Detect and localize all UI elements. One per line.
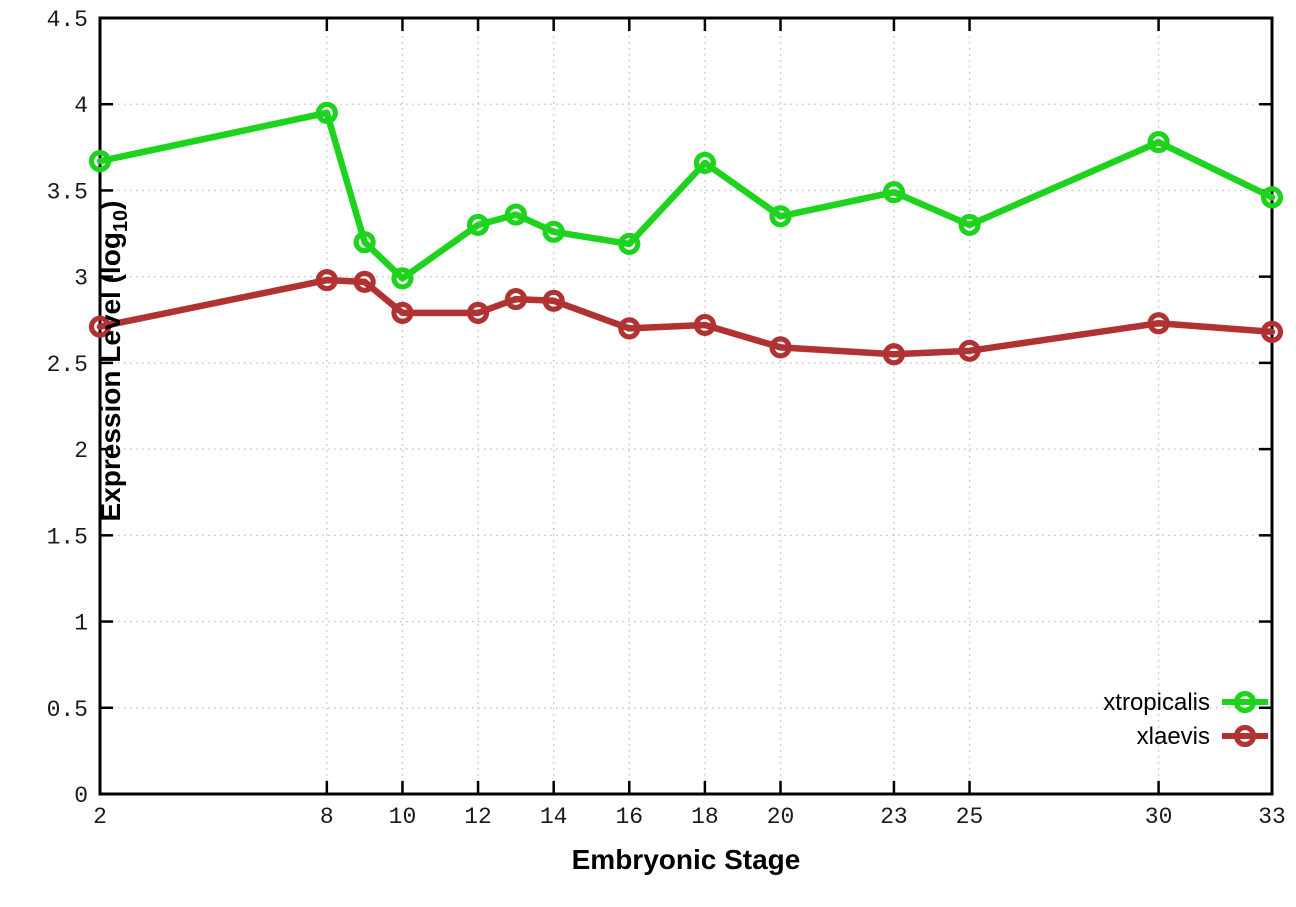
data-point-marker (882, 181, 906, 204)
x-tick-label: 16 (615, 804, 643, 830)
data-point-marker (315, 101, 338, 124)
x-tick-label: 25 (956, 804, 984, 830)
data-point-marker (391, 267, 414, 290)
x-tick-label: 30 (1145, 804, 1173, 830)
y-axis-title: Expression Level (log10) (95, 201, 132, 522)
data-point-marker (466, 301, 490, 324)
data-point-marker (315, 269, 338, 292)
data-point-marker (391, 301, 414, 324)
x-axis-title: Embryonic Stage (572, 844, 801, 875)
x-tick-label: 10 (389, 804, 417, 830)
data-point-marker (88, 150, 112, 173)
series-line-xlaevis (96, 276, 1276, 358)
data-point-marker (769, 205, 792, 228)
y-tick-label: 3 (74, 266, 88, 292)
data-point-marker (769, 336, 792, 359)
y-tick-label: 2 (74, 438, 88, 464)
y-tick-label: 4.5 (47, 7, 88, 33)
data-point-marker (693, 313, 717, 337)
y-tick-label: 3.5 (47, 179, 88, 205)
data-point-marker (353, 231, 376, 254)
legend-label-xtropicalis: xtropicalis (1103, 689, 1210, 716)
data-point-marker (1260, 186, 1284, 209)
data-point-marker (88, 315, 112, 338)
data-point-marker (466, 213, 490, 237)
x-tick-label: 33 (1258, 804, 1286, 830)
x-tick-label: 20 (767, 804, 795, 830)
data-point-marker (504, 203, 527, 226)
data-point-marker (1147, 131, 1170, 154)
data-point-marker (542, 289, 565, 312)
x-tick-label: 23 (880, 804, 908, 830)
series-line-xtropicalis (96, 109, 1276, 282)
data-point-marker (542, 220, 565, 243)
x-tick-label: 2 (93, 804, 107, 830)
y-tick-label: 4 (74, 93, 88, 119)
y-tick-label: 0.5 (47, 697, 88, 723)
legend: xtropicalis xlaevis (1103, 689, 1268, 750)
plot-border (98, 16, 1274, 796)
series-xtropicalis (88, 101, 1284, 290)
x-tick-label: 12 (464, 804, 492, 830)
series-xlaevis (88, 269, 1284, 366)
data-point-marker (504, 287, 527, 311)
data-point-marker (958, 213, 981, 237)
gridlines (99, 17, 1273, 795)
data-point-marker (882, 343, 906, 366)
y-tick-label: 1 (74, 611, 88, 637)
legend-row-xlaevis: xlaevis (1137, 723, 1268, 750)
data-point-marker (1260, 320, 1284, 343)
x-tick-label: 8 (320, 804, 334, 830)
legend-label-xlaevis: xlaevis (1137, 723, 1210, 750)
legend-row-xtropicalis: xtropicalis (1103, 689, 1268, 716)
x-tick-label: 18 (691, 804, 719, 830)
x-tick-label: 14 (540, 804, 568, 830)
y-tick-label: 1.5 (47, 524, 88, 550)
tick-labels: 0 0.5 1 1.5 2 2.5 3 3.5 4 4.5 2 8 10 12 14 16 18 20 23 25 30… (47, 7, 1286, 830)
data-point-marker (1147, 312, 1170, 335)
data-point-marker (618, 317, 641, 340)
tick-marks (98, 16, 1274, 796)
data-point-marker (958, 339, 981, 362)
legend-sample-marker-xtropicalis (1233, 690, 1257, 714)
legend-sample-marker-xlaevis (1233, 724, 1257, 748)
y-tick-label: 0 (74, 783, 88, 809)
data-point-marker (353, 270, 376, 293)
data-point-marker (693, 151, 717, 174)
data-point-marker (618, 232, 641, 256)
y-tick-label: 2.5 (47, 352, 88, 378)
